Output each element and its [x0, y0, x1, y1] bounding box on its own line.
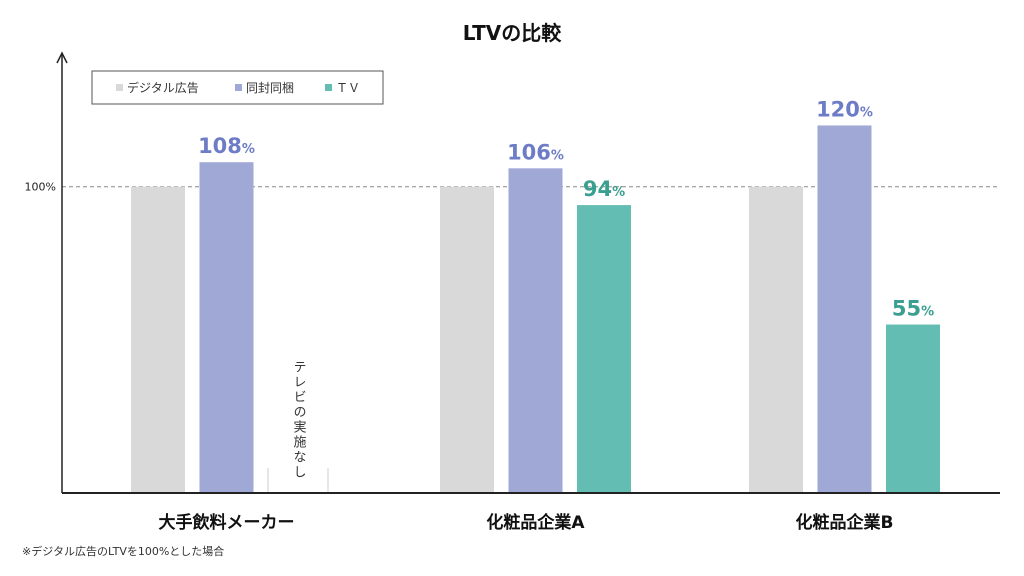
category-label: 大手飲料メーカー [159, 512, 295, 533]
bar-insert [817, 125, 872, 493]
data-label: 120% [816, 97, 873, 121]
chart-title: LTVの比較 [463, 21, 563, 45]
legend-swatch [235, 84, 242, 91]
data-label: 55% [892, 297, 934, 321]
bar-digital [749, 186, 803, 493]
category-label: 化粧品企業B [796, 512, 894, 533]
data-label: 94% [583, 177, 625, 201]
legend: デジタル広告 同封同梱 ＴＶ [91, 70, 384, 105]
no-tv-annotation: テレビの実施なし [291, 360, 307, 480]
y-tick-label: 100% [25, 181, 56, 194]
bar-digital [131, 186, 185, 493]
legend-swatch [325, 84, 332, 91]
bar-tv [886, 324, 940, 493]
bar-insert [508, 168, 563, 493]
legend-label: 同封同梱 [246, 81, 294, 95]
footnote: ※デジタル広告のLTVを100%とした場合 [22, 544, 224, 558]
data-label: 106% [507, 140, 564, 164]
category-label: 化粧品企業A [486, 512, 585, 533]
legend-swatch [116, 84, 123, 91]
y-axis-arrow-icon [56, 51, 68, 64]
bar-insert [199, 162, 254, 493]
legend-label: デジタル広告 [127, 80, 199, 95]
bar-digital [440, 186, 494, 493]
legend-label: ＴＶ [336, 81, 360, 95]
data-label: 108% [198, 134, 255, 158]
bar-tv [577, 205, 631, 493]
